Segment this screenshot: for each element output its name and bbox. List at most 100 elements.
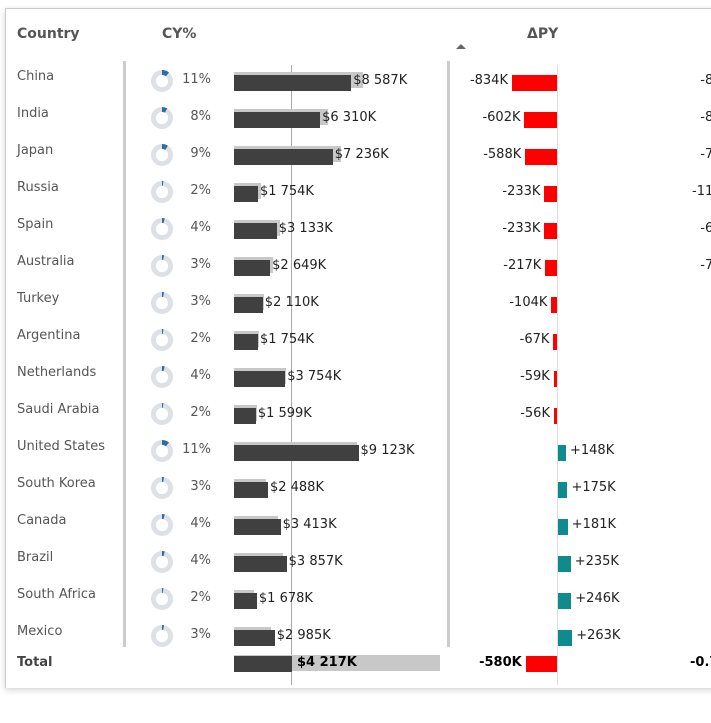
country-name: South Africa: [17, 587, 96, 602]
cy-bar: [234, 445, 359, 461]
country-name: Turkey: [17, 291, 60, 306]
column-separator: [123, 61, 126, 647]
share-donut-icon: [151, 218, 173, 240]
country-name: Canada: [17, 513, 67, 528]
cy-value: $8 587K: [353, 73, 408, 88]
delta-bar: [524, 112, 557, 128]
delta-pct-value: -3.7: [658, 332, 711, 347]
cy-pct-value: 4%: [190, 368, 211, 383]
cy-value: $2 488K: [269, 480, 324, 495]
share-donut-icon: [151, 551, 173, 573]
delta-bar: [558, 593, 572, 609]
delta-bar: [544, 223, 557, 239]
delta-value: -217K: [503, 258, 542, 273]
share-donut-icon: [151, 477, 173, 499]
cy-bar: [234, 408, 256, 424]
delta-pct-value: -1.5: [658, 369, 711, 384]
delta-pct-value: -7.5%: [700, 147, 711, 162]
cy-pct-value: 3%: [190, 257, 211, 272]
column-header-delta-py[interactable]: ΔPY: [527, 26, 559, 42]
delta-bar: [558, 482, 568, 498]
share-donut-icon: [151, 514, 173, 536]
cy-pct-value: 2%: [190, 183, 211, 198]
delta-value: -834K: [469, 73, 508, 88]
country-name: Saudi Arabia: [17, 402, 100, 417]
share-donut-icon: [151, 292, 173, 314]
share-donut-icon: [151, 329, 173, 351]
delta-bar: [553, 334, 557, 350]
delta-bar: [551, 297, 557, 313]
delta-bar: [544, 186, 557, 202]
cy-bar: [234, 186, 258, 202]
cy-pct-value: 2%: [190, 331, 211, 346]
cy-pct-value: 11%: [182, 442, 211, 457]
cy-pct-value: 8%: [190, 109, 211, 124]
cy-pct-value: 2%: [190, 590, 211, 605]
cy-bar: [234, 630, 275, 646]
share-donut-icon: [151, 255, 173, 277]
country-name: United States: [17, 439, 106, 454]
cy-value: $1 754K: [259, 332, 314, 347]
delta-pct-value: -8.9%: [700, 73, 711, 88]
total-label: Total: [17, 655, 53, 670]
cy-bar: [234, 334, 258, 350]
matrix-visual: Country CY% ΔPY China 11% $8 587K -834K …: [5, 8, 711, 688]
delta-value: -233K: [502, 221, 541, 236]
total-cy-value: $4 217K: [297, 655, 357, 670]
column-header-country[interactable]: Country: [17, 26, 80, 42]
cy-pct-value: 3%: [190, 479, 211, 494]
cy-pct-value: 9%: [190, 146, 211, 161]
country-name: India: [17, 106, 49, 121]
delta-value: +246K: [575, 591, 620, 606]
share-donut-icon: [151, 107, 173, 129]
cy-bar: [234, 519, 281, 535]
column-separator: [447, 61, 450, 647]
cy-value: $7 236K: [334, 147, 389, 162]
country-name: China: [17, 69, 55, 84]
delta-value: +235K: [574, 554, 619, 569]
sort-ascending-icon[interactable]: [456, 44, 466, 49]
cy-pct-value: 4%: [190, 220, 211, 235]
country-name: Spain: [17, 217, 54, 232]
cy-pct-value: 3%: [190, 294, 211, 309]
cy-value: $3 413K: [282, 517, 337, 532]
cy-value: $1 754K: [259, 184, 314, 199]
total-cy-bar: [234, 656, 292, 672]
delta-pct-value: -3.4: [658, 406, 711, 421]
country-name: Russia: [17, 180, 59, 195]
cy-bar: [234, 297, 263, 313]
delta-pct-value: -7.6%: [700, 258, 711, 273]
cy-pct-value: 11%: [182, 72, 211, 87]
country-name: South Korea: [17, 476, 96, 491]
delta-value: -59K: [520, 369, 550, 384]
delta-value: +181K: [571, 517, 616, 532]
delta-bar: [553, 371, 557, 387]
cy-value: $1 599K: [257, 406, 312, 421]
cy-value: $3 133K: [278, 221, 333, 236]
country-name: Japan: [17, 143, 54, 158]
total-delta-value: -580K: [479, 655, 522, 670]
delta-value: -67K: [519, 332, 550, 347]
delta-bar: [558, 630, 573, 646]
total-delta-pct: -0.7: [690, 655, 711, 670]
cy-value: $2 110K: [264, 295, 319, 310]
cy-pct-value: 4%: [190, 516, 211, 531]
column-header-cy-pct[interactable]: CY%: [162, 26, 197, 42]
cy-bar: [234, 75, 352, 91]
cy-bar: [234, 223, 277, 239]
delta-bar: [525, 149, 557, 165]
delta-value: -602K: [482, 110, 521, 125]
cy-bar: [234, 149, 333, 165]
cy-value: $1 678K: [258, 591, 313, 606]
share-donut-icon: [151, 625, 173, 647]
delta-bar: [558, 519, 568, 535]
share-donut-icon: [151, 181, 173, 203]
share-donut-icon: [151, 440, 173, 462]
cy-pct-value: 3%: [190, 627, 211, 642]
country-name: Netherlands: [17, 365, 97, 380]
delta-value: -56K: [520, 406, 550, 421]
cy-pct-value: 4%: [190, 553, 211, 568]
country-name: Argentina: [17, 328, 81, 343]
country-name: Mexico: [17, 624, 63, 639]
share-donut-icon: [151, 588, 173, 610]
